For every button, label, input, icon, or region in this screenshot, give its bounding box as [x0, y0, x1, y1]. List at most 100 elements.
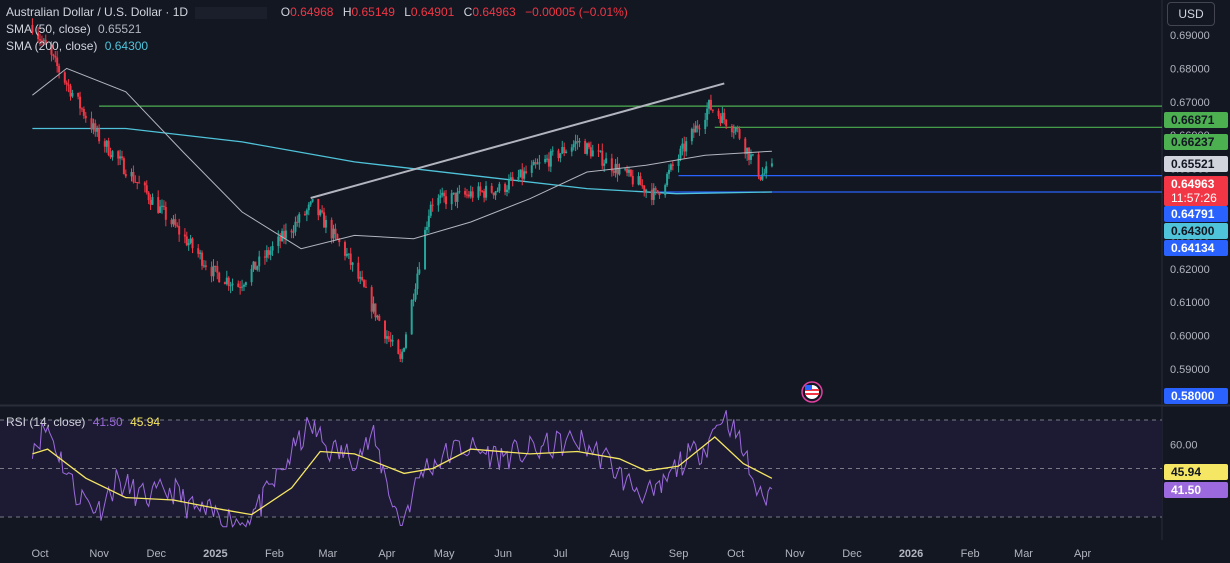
sma200-path — [32, 127, 772, 195]
price-label-countdown: 11:57:26 — [1171, 191, 1217, 205]
rsi-value-label: 41.50 — [1171, 483, 1201, 497]
candle-body — [372, 303, 375, 312]
rsi-legend[interactable]: RSI (14, close) 41.50 45.94 — [6, 415, 160, 429]
candle-body — [454, 192, 457, 202]
price-label-bg — [1164, 388, 1228, 404]
candle-body — [565, 151, 568, 153]
time-tick-label: Feb — [265, 548, 284, 560]
symbol-legend[interactable]: Australian Dollar / U.S. Dollar · 1D O0.… — [6, 5, 628, 19]
candle-body — [709, 99, 712, 110]
time-tick-label: May — [434, 548, 455, 560]
candle-body — [761, 174, 764, 180]
candle-body — [176, 225, 179, 227]
candle-body — [174, 219, 177, 226]
candle-body — [374, 303, 377, 318]
sma200-legend[interactable]: SMA (200, close) 0.64300 — [6, 39, 148, 53]
price-tick-label: 0.60000 — [1170, 331, 1210, 343]
candle-body — [576, 141, 579, 143]
time-tick-label: Oct — [727, 548, 744, 560]
candle-body — [79, 96, 82, 109]
candle-body — [481, 191, 484, 193]
time-tick-label: Sep — [669, 548, 689, 560]
candle-body — [397, 340, 400, 354]
candle-body — [105, 140, 108, 147]
candle-body — [631, 175, 634, 185]
candle-body — [719, 116, 722, 124]
candle-body — [330, 219, 333, 239]
candle-body — [185, 236, 188, 246]
candle-body — [130, 171, 133, 177]
sma50-legend[interactable]: SMA (50, close) 0.65521 — [6, 22, 141, 36]
rsi-value-label-bg — [1164, 482, 1228, 498]
candle-body — [117, 151, 120, 159]
price-tick-label: 0.61000 — [1170, 297, 1210, 309]
price-label: 0.64134 — [1171, 241, 1215, 255]
candle-body — [170, 219, 173, 225]
candle-body — [643, 185, 646, 192]
candle-body — [599, 150, 602, 152]
candle-body — [216, 266, 219, 273]
sma50-value: 0.65521 — [98, 22, 142, 36]
candle-body — [364, 286, 367, 288]
candle-body — [431, 204, 434, 206]
sma200-value: 0.64300 — [104, 39, 149, 53]
candle-body — [244, 282, 247, 285]
price-axis[interactable]: 0.690000.680000.670000.660000.650000.640… — [1164, 30, 1228, 498]
candle-body — [443, 192, 446, 197]
candle-body — [223, 282, 226, 285]
price-label-bg — [1164, 206, 1228, 222]
candle-body — [679, 148, 682, 159]
price-label-bg — [1164, 176, 1228, 206]
candle-body — [683, 143, 686, 152]
candle-body — [530, 165, 533, 173]
candle-body — [42, 39, 45, 41]
us-flag-event-icon[interactable] — [801, 381, 823, 403]
candle-body — [202, 265, 205, 267]
change-value: −0.00005 (−0.01%) — [525, 5, 628, 19]
candle-body — [349, 253, 352, 265]
candle-body — [690, 128, 693, 142]
candle-body — [666, 173, 669, 186]
candle-body — [561, 147, 564, 154]
candle-body — [559, 153, 562, 159]
currency-button[interactable]: USD — [1167, 2, 1215, 26]
candle-body — [187, 242, 190, 246]
candle-body — [343, 242, 346, 256]
candle-body — [479, 186, 482, 192]
candle-body — [624, 168, 627, 170]
candle-body — [637, 176, 640, 185]
candle-body — [120, 156, 123, 159]
candle-body — [63, 72, 66, 83]
candle-body — [401, 351, 404, 359]
candle-body — [427, 215, 430, 227]
candle-body — [704, 119, 707, 130]
candle-body — [414, 288, 417, 300]
high-key: H — [342, 5, 352, 19]
candle-body — [589, 147, 592, 157]
candle-body — [698, 128, 701, 130]
trendline — [310, 82, 725, 199]
candle-body — [191, 238, 194, 249]
candle-body — [250, 268, 253, 283]
candle-body — [587, 143, 590, 148]
candle-body — [437, 197, 440, 206]
candle-body — [471, 191, 474, 198]
close-key: C — [463, 5, 473, 19]
time-axis[interactable]: Oct Nov Dec 2025 Feb Mar Apr May Jun Jul Aug Sep Oct… — [31, 548, 1091, 560]
redacted-area — [195, 6, 268, 19]
candle-body — [98, 128, 101, 142]
candle-body — [183, 234, 186, 237]
candle-body — [265, 250, 268, 258]
candle-body — [549, 151, 552, 167]
candle-body — [721, 112, 724, 124]
time-tick-label: Aug — [610, 548, 630, 560]
rsi-ma-value: 45.94 — [130, 415, 161, 429]
candle-body — [612, 171, 615, 173]
symbol-title: Australian Dollar / U.S. Dollar · 1D — [6, 5, 189, 19]
candle-body — [601, 150, 604, 166]
time-tick-label: Oct — [31, 548, 48, 560]
candle-body — [563, 147, 566, 153]
candle-body — [267, 250, 270, 255]
candle-body — [770, 163, 773, 167]
